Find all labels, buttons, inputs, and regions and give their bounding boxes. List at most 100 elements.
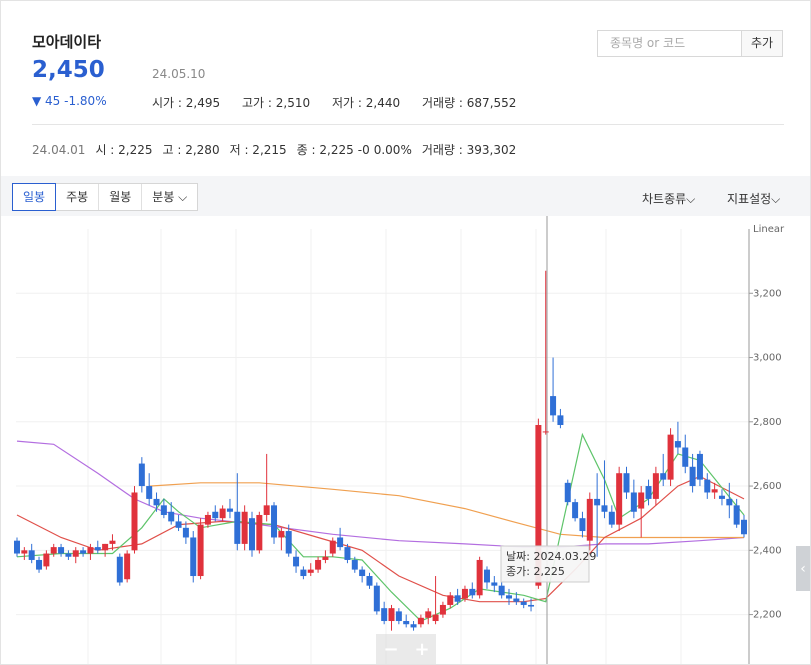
price-change: ▼ 45 -1.80% <box>32 94 107 108</box>
candle-body <box>300 569 307 577</box>
candle-body <box>711 489 718 493</box>
candle-body <box>726 498 733 506</box>
candle-body <box>513 598 520 602</box>
candle-body <box>483 569 490 583</box>
candle-body <box>366 576 373 586</box>
candle-body <box>608 511 615 525</box>
candle-body <box>439 604 446 615</box>
period-tabs: 일봉 주봉 월봉 분봉 ⌵ <box>12 183 199 211</box>
ma-line <box>16 432 745 622</box>
candle-body <box>689 466 696 487</box>
add-button[interactable]: 추가 <box>741 30 783 57</box>
info-item: -0 <box>357 143 370 157</box>
candle-body <box>660 473 667 480</box>
candle-body <box>109 540 116 544</box>
candle-body <box>741 519 747 535</box>
candle-body <box>506 595 513 599</box>
ma-line <box>16 475 745 603</box>
candle-body <box>307 569 314 573</box>
chart-type-menu[interactable]: 차트종류⌵ <box>642 192 696 206</box>
candle-body <box>28 550 35 560</box>
candle-body <box>638 492 645 509</box>
candle-body <box>520 601 527 605</box>
candle-body <box>373 585 380 612</box>
y-tick-label: 2,400 <box>753 545 782 556</box>
candle-body <box>645 486 652 499</box>
zoom-out[interactable]: − <box>383 639 398 660</box>
candle-body <box>87 547 94 554</box>
candle-body <box>381 608 388 622</box>
candle-body <box>124 553 131 580</box>
y-tick-label: 2,600 <box>753 481 782 492</box>
candle-body <box>461 588 468 599</box>
candle-body <box>168 511 175 522</box>
info-item: 종 : 2,225 <box>296 143 354 157</box>
tooltip-close: 종가: 2,225 <box>506 565 565 578</box>
tab[interactable]: 일봉 <box>12 183 57 211</box>
ma-line <box>16 440 745 548</box>
candle-body <box>528 604 535 607</box>
candle-body <box>718 495 725 499</box>
tab[interactable]: 주봉 <box>56 184 100 210</box>
zoom-bg <box>376 634 436 664</box>
candle-body <box>21 550 28 554</box>
candle-body <box>696 453 703 480</box>
info-date: 24.04.01 <box>32 143 86 157</box>
y-tick-label: 3,000 <box>753 353 782 364</box>
candle-body <box>476 559 483 596</box>
info-item: 저 : 2,215 <box>229 143 287 157</box>
candle-body <box>425 611 432 618</box>
quote-date: 24.05.10 <box>152 67 206 81</box>
candle-body <box>146 486 153 499</box>
candle-body <box>271 505 278 538</box>
chart: 2,200 2,400 2,600 2,800 3,000 3,200 Linear 날짜: … <box>14 216 810 664</box>
candle-body <box>667 434 674 480</box>
tooltip-box <box>500 545 590 583</box>
candle-body <box>616 473 623 525</box>
side-tab[interactable] <box>796 546 810 591</box>
candle-body <box>36 559 43 570</box>
candle-body <box>351 559 358 570</box>
candle-body <box>417 617 424 625</box>
tab[interactable]: 분봉 ⌵ <box>152 190 188 204</box>
candle-body <box>116 556 123 583</box>
candle-body <box>102 543 109 551</box>
candle-body <box>285 531 292 554</box>
candle-body <box>410 624 417 628</box>
info-item: 시 : 2,225 <box>95 143 153 157</box>
info-item: 거래량 : 393,302 <box>421 143 517 157</box>
y-tick-label: 2,800 <box>753 417 782 428</box>
candle-body <box>197 524 204 577</box>
candle-body <box>322 556 329 560</box>
candle-body <box>652 473 659 499</box>
candle-body <box>234 511 241 544</box>
candle-body <box>432 614 439 622</box>
candle-body <box>329 540 336 554</box>
tab[interactable]: 월봉 <box>99 184 143 210</box>
y-tick-label: 2,200 <box>753 610 782 621</box>
zoom-in[interactable]: + <box>414 639 429 660</box>
side-tab-icon: ‹ <box>800 561 806 577</box>
candle-body <box>293 556 300 567</box>
high-price: 고가 : 2,510 <box>242 96 311 110</box>
candle-body <box>359 569 366 577</box>
candle-body <box>256 514 263 551</box>
candle-body <box>454 595 461 602</box>
candle-body <box>550 396 557 416</box>
ma-line <box>149 482 744 539</box>
candle-body <box>14 540 20 554</box>
candle-body <box>80 550 87 554</box>
indicator-menu[interactable]: 지표설정⌵ <box>727 192 781 206</box>
change: ▼ 45 <box>32 94 61 108</box>
candle-body <box>175 521 182 528</box>
info-item: 0.00% <box>373 143 412 157</box>
candle-body <box>674 441 681 448</box>
search-input[interactable]: 종목명 or 코드 <box>597 30 743 57</box>
candle-body <box>704 479 711 493</box>
candle-body <box>160 505 167 515</box>
candle-body <box>403 621 410 625</box>
stock-name: 모아데이타 <box>32 33 102 51</box>
candle-body <box>601 505 608 512</box>
candle-body <box>315 559 322 570</box>
